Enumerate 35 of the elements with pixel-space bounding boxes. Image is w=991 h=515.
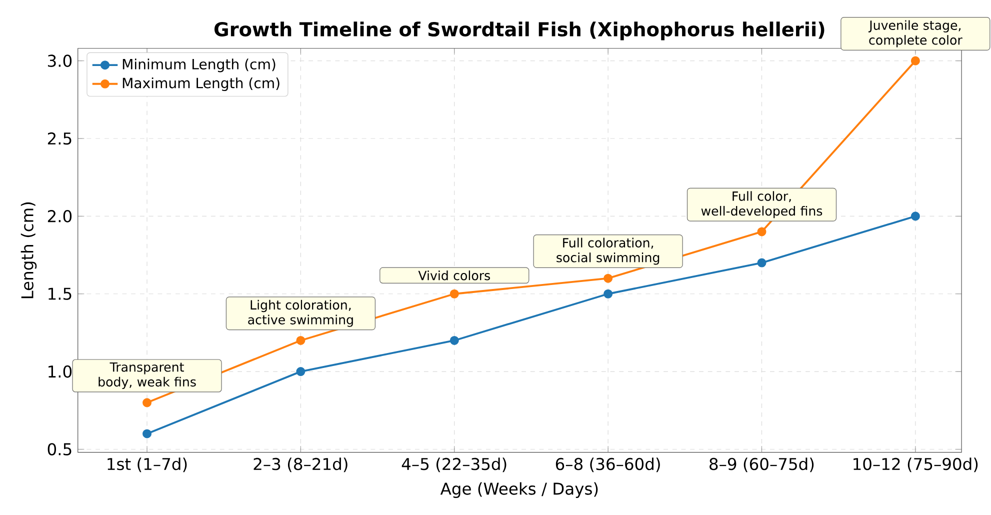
point <box>142 398 152 407</box>
annotation: Juvenile stage, complete color <box>868 20 962 47</box>
annotation: Full coloration, social swimming <box>556 238 660 264</box>
point <box>910 211 920 220</box>
point <box>296 366 306 376</box>
annotation: Light coloration, active swimming <box>248 300 353 327</box>
annotation: Vivid colors <box>418 270 490 280</box>
point <box>910 56 920 66</box>
x-tick-label: 1st (1–7d) <box>108 457 187 472</box>
x-tick-label: 8–9 (60–75d) <box>710 457 814 472</box>
y-tick-label: 3.0 <box>48 54 72 67</box>
x-axis-title: Age (Weeks / Days) <box>440 482 598 498</box>
y-tick-label: 2.5 <box>48 132 72 144</box>
x-tick-label: 2–3 (8–21d) <box>254 457 348 472</box>
x-tick-label: 10–12 (75–90d) <box>854 457 978 472</box>
annotation: Full color, well-developed fins <box>701 190 822 218</box>
x-tick-label: 6–8 (36–60d) <box>556 457 660 472</box>
chart-title: Growth Timeline of Swordtail Fish (Xiphophorus hellerii) <box>214 21 824 40</box>
annotation: Transparent body, weak fins <box>98 362 196 389</box>
point <box>757 226 766 236</box>
y-axis-title: Length (cm) <box>20 202 37 298</box>
point <box>604 274 613 283</box>
point <box>142 428 152 438</box>
x-tick-label: 4–5 (22–35d) <box>402 457 506 472</box>
point <box>296 336 306 345</box>
y-tick-label: 2.0 <box>48 210 72 222</box>
y-tick-label: 0.5 <box>48 442 72 456</box>
y-tick-label: 1.5 <box>48 288 72 300</box>
legend-label: Minimum Length (cm) <box>122 58 276 72</box>
y-tick-label: 1.0 <box>48 365 72 378</box>
point <box>450 336 459 345</box>
legend-label: Maximum Length (cm) <box>122 77 280 91</box>
point <box>757 258 766 268</box>
point <box>604 289 613 298</box>
point <box>450 289 459 298</box>
